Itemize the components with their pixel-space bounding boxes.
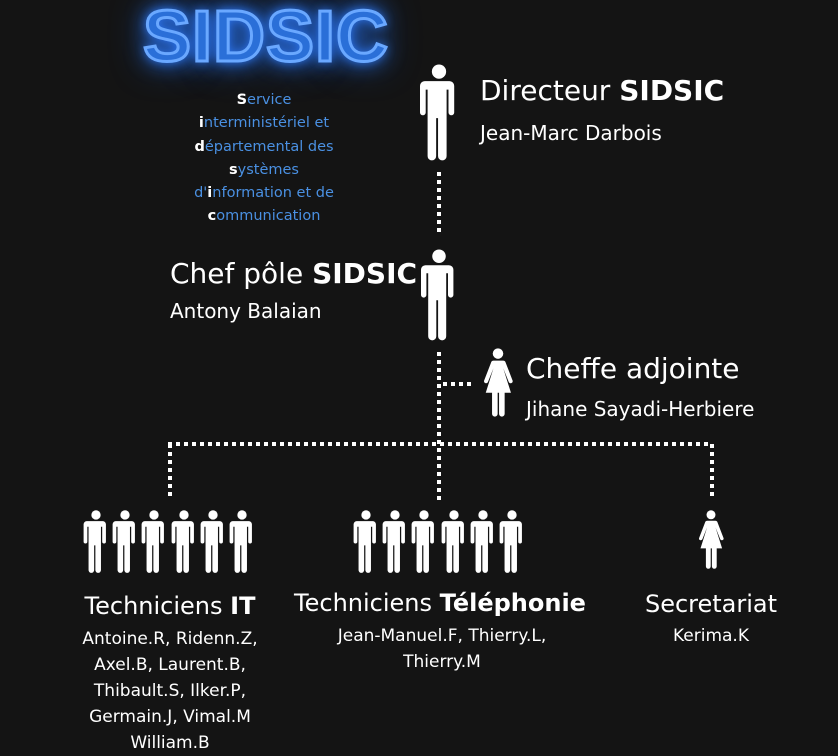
it-team-members: Antoine.R, Ridenn.Z, Axel.B, Laurent.B, … — [40, 626, 300, 756]
acronym-line: communication — [207, 208, 321, 225]
tel-man-icon — [411, 510, 434, 573]
director-name: Jean-Marc Darbois — [480, 121, 662, 145]
adjointe-name: Jihane Sayadi-Herbiere — [526, 397, 755, 421]
tel-man-icon — [499, 510, 522, 573]
acronym-line: interministériel et — [198, 115, 330, 132]
tel-man-icon — [470, 510, 493, 573]
sec-woman-icon — [698, 510, 724, 569]
member-row: Thierry.M — [403, 652, 481, 672]
chef-title: Chef pôle SIDSIC — [170, 257, 418, 290]
acronym-line: systèmes — [229, 161, 299, 178]
member-row: William.B — [130, 733, 210, 753]
acronym-line: Service — [236, 92, 292, 108]
tel-man-icon — [441, 510, 464, 573]
tel-team-man-icons — [353, 510, 522, 573]
acronym-line: départemental des — [194, 138, 334, 155]
member-row: Kerima.K — [672, 626, 749, 646]
member-row: Thibault.S, Ilker.P, — [93, 681, 247, 701]
acronym-definition: Service interministériel et départementa… — [176, 89, 352, 229]
it-man-icon — [141, 510, 164, 573]
it-man-icon — [112, 510, 135, 573]
it-man-icon — [229, 510, 252, 573]
adjointe-title: Cheffe adjointe — [526, 352, 740, 385]
tel-team-members: Jean-Manuel.F, Thierry.L, Thierry.M — [292, 623, 592, 675]
tel-team-title: Techniciens Téléphonie — [294, 589, 586, 617]
it-man-icon — [171, 510, 194, 573]
it-man-icon — [83, 510, 106, 573]
acronym-line: d'information et de — [194, 185, 334, 202]
it-man-icon — [200, 510, 223, 573]
sec-team-title: Secretariat — [644, 590, 778, 618]
director-man-icon — [420, 64, 455, 161]
sec-team-members: Kerima.K — [630, 623, 792, 649]
chef-man-icon — [421, 249, 454, 341]
member-row: Jean-Manuel.F, Thierry.L, — [337, 626, 547, 646]
sidsic-logo: SIDSIC — [141, 0, 390, 79]
member-row: Germain.J, Vimal.M — [89, 707, 251, 727]
tel-man-icon — [353, 510, 376, 573]
tel-man-icon — [382, 510, 405, 573]
it-team-title: Techniciens IT — [84, 592, 256, 620]
member-row: Axel.B, Laurent.B, — [94, 655, 246, 675]
director-title: Directeur SIDSIC — [480, 74, 725, 107]
it-team-man-icons — [83, 510, 252, 573]
adjointe-woman-icon — [483, 348, 513, 417]
member-row: Antoine.R, Ridenn.Z, — [82, 629, 258, 649]
chef-name: Antony Balaian — [170, 299, 322, 323]
